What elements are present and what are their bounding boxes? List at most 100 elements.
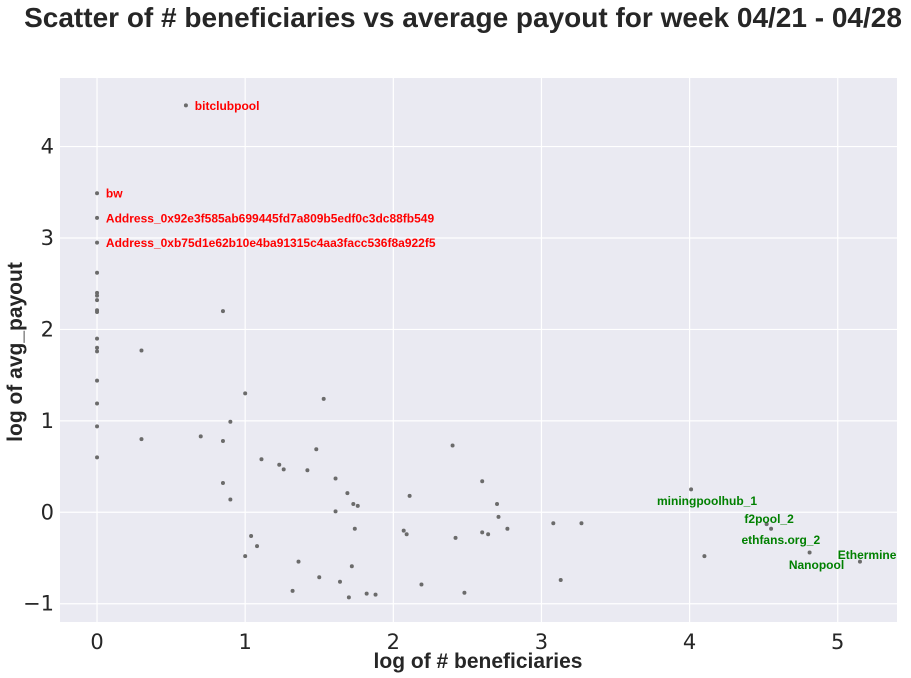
y-tick-label: 2 [41,317,54,341]
scatter-point [305,468,310,473]
y-tick-label: 1 [41,409,54,433]
scatter-point [139,348,144,353]
scatter-point [95,270,100,275]
scatter-point [462,590,467,595]
scatter-point [95,298,100,303]
x-tick-label: 2 [387,630,400,654]
scatter-point [480,530,485,535]
scatter-point [764,522,769,527]
scatter-point [95,215,100,220]
scatter-point [228,419,233,424]
scatter-point [346,595,351,600]
scatter-point [769,526,774,531]
scatter-point [807,550,812,555]
data-points [95,103,862,600]
scatter-point [296,559,301,564]
scatter-point [495,502,500,507]
scatter-point [453,535,458,540]
scatter-point [249,534,254,539]
scatter-point [277,462,282,467]
scatter-point [228,497,233,502]
scatter-point [351,502,356,507]
x-tick-label: 4 [683,630,696,654]
x-tick-label: 1 [238,630,251,654]
x-tick-label: 3 [535,630,548,654]
scatter-point [314,447,319,452]
scatter-point [95,191,100,196]
scatter-point [95,455,100,460]
x-axis-label: log of # beneficiaries [374,650,583,673]
scatter-point [407,493,412,498]
point-annotation: ethfans.org_2 [741,533,820,547]
scatter-point [95,290,100,295]
point-annotation: Ethermine [838,548,897,562]
scatter-point [551,521,556,526]
scatter-point [183,103,188,108]
scatter-point [345,491,350,496]
scatter-point [95,240,100,245]
scatter-point [689,487,694,492]
scatter-point [259,457,264,462]
y-tick-label: 3 [41,226,54,250]
scatter-point [702,554,707,559]
scatter-point [505,526,510,531]
scatter-point [450,443,455,448]
point-annotation: Nanopool [789,558,844,572]
scatter-point [95,336,100,341]
point-annotation: bw [106,187,123,201]
scatter-point [243,554,248,559]
scatter-point [373,592,378,597]
scatter-point [243,391,248,396]
point-annotation: Address_0x92e3f585ab699445fd7a809b5edf0c… [106,211,435,225]
scatter-point [95,310,100,315]
scatter-point [496,514,501,519]
grid [60,78,897,622]
scatter-point [364,591,369,596]
scatter-point [290,588,295,593]
plot-area [60,78,897,622]
scatter-point [95,345,100,350]
scatter-point [317,575,322,580]
scatter-point [486,532,491,537]
scatter-point [281,467,286,472]
x-tick-label: 5 [831,630,844,654]
scatter-point [255,544,260,549]
scatter-point [480,479,485,484]
point-annotation: bitclubpool [195,99,260,113]
point-annotation: miningpoolhub_1 [657,494,757,508]
scatter-point [558,577,563,582]
scatter-point [321,396,326,401]
scatter-point [419,582,424,587]
scatter-point [857,559,862,564]
scatter-point [349,564,354,569]
scatter-point [401,528,406,533]
scatter-point [579,521,584,526]
scatter-point [198,434,203,439]
point-annotation: f2pool_2 [744,512,794,526]
scatter-point [95,401,100,406]
chart-title: Scatter of # beneficiaries vs average pa… [24,2,902,33]
scatter-point [95,293,100,298]
scatter-point [337,579,342,584]
scatter-point [139,437,144,442]
scatter-point [220,481,225,486]
scatter-point [95,349,100,354]
scatter-point [95,378,100,383]
y-tick-label: 0 [41,500,54,524]
x-tick-label: 0 [90,630,103,654]
point-annotation: Address_0xb75d1e62b10e4ba91315c4aa3facc5… [106,236,436,250]
scatter-point [352,526,357,531]
scatter-point [220,309,225,314]
annotations: bitclubpool bw Address_0x92e3f585ab699445f… [106,99,897,572]
y-tick-label: 4 [41,135,54,159]
scatter-point [333,509,338,514]
tick-labels: 0 1 2 3 4 5 −1 0 1 2 3 4 [23,135,844,654]
y-axis-label: log of avg_payout [4,262,27,442]
scatter-point [95,424,100,429]
scatter-point [333,476,338,481]
y-tick-label: −1 [23,592,54,616]
scatter-point [404,532,409,537]
scatter-point [355,503,360,508]
